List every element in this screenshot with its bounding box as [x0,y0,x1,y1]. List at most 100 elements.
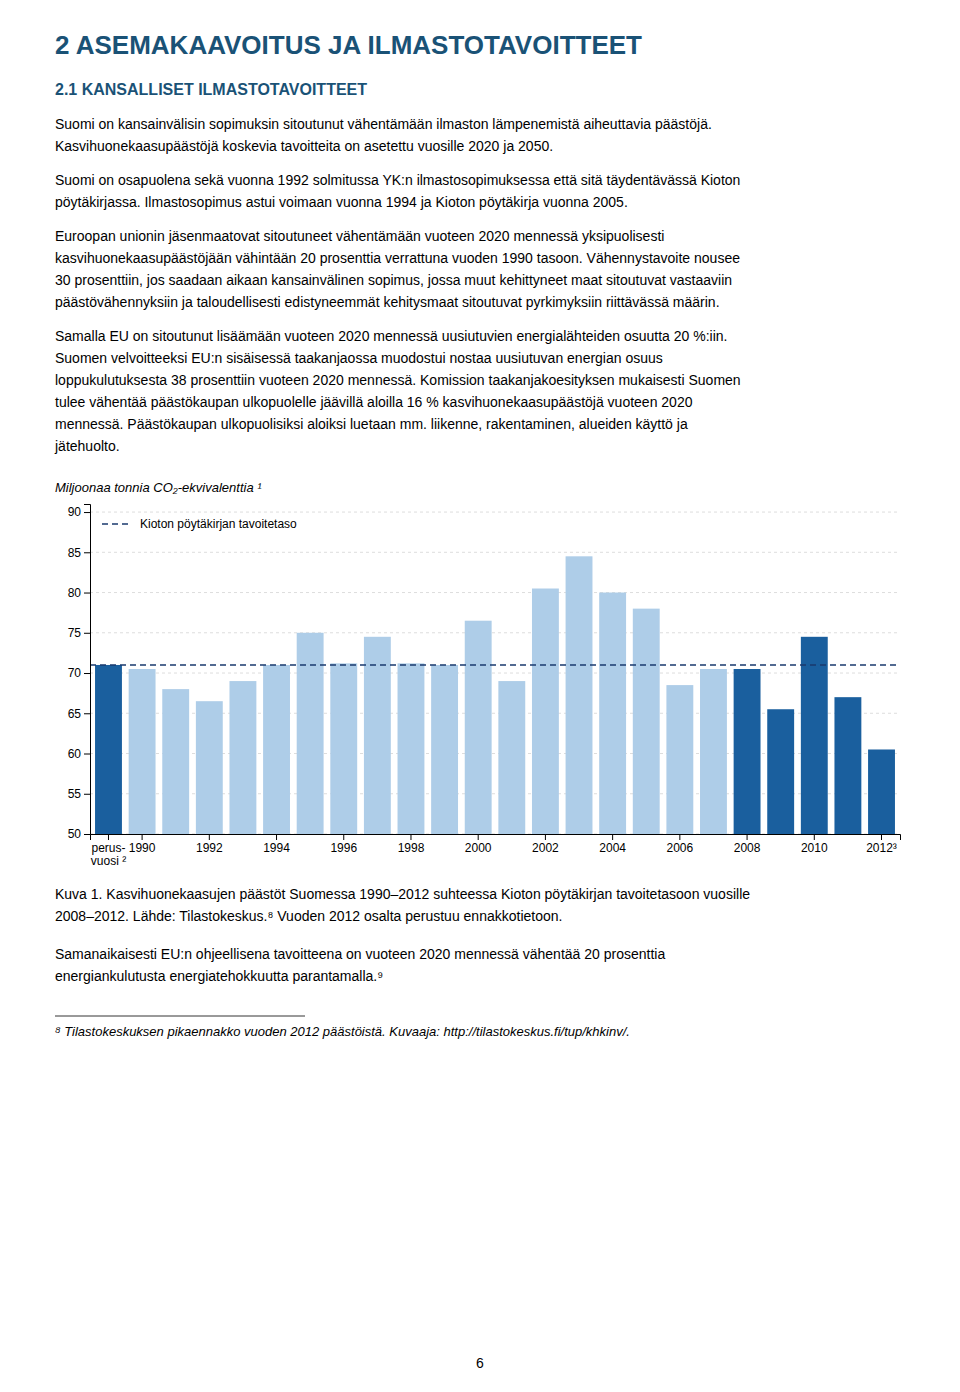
x-tick-mark [545,834,546,840]
paragraph: Euroopan unionin jäsenmaatovat sitoutune… [55,228,740,310]
text-line: 2008 [734,841,761,855]
bar [95,665,122,834]
bar [398,663,425,834]
grid-line [90,552,900,553]
y-tick: 70 [68,666,90,680]
x-tick-label: 2002 [532,841,559,855]
text-line: Kuva 1. Kasvihuonekaasujen päästöt Suome… [55,886,750,902]
text-line: energiankulutusta energiatehokkuutta par… [55,968,383,984]
x-tick-mark [343,834,344,840]
x-tick: 1996 [330,834,357,855]
text-line: 2002 [532,841,559,855]
x-tick: 2012³ [866,834,897,855]
y-tick-label: 50 [68,827,82,841]
paragraph: Samalla EU on sitoutunut lisäämään vuote… [54,328,741,454]
y-tick: 60 [68,747,90,761]
y-tick: 90 [68,505,90,519]
y-tick-mark [84,713,90,714]
x-tick: 1992 [196,834,223,855]
y-tick-mark [84,834,90,835]
text-line: 30 prosenttiin, jos saadaan aikaan kansa… [55,272,732,288]
paragraph: Suomi on kansainvälisin sopimuksin sitou… [55,116,712,154]
bar [700,669,727,834]
y-tick-label: 60 [68,747,82,761]
bar [532,589,559,834]
y-tick-label: 70 [68,666,82,680]
x-tick: 2004 [599,834,626,855]
y-tick-mark [84,512,90,513]
y-tick: 50 [68,827,90,841]
caption: Kuva 1. Kasvihuonekaasujen päästöt Suome… [55,886,750,924]
x-tick-mark [747,834,748,840]
y-tick-mark [84,552,90,553]
text-line: Kasvihuonekaasupäästöjä koskevia tavoitt… [55,138,553,154]
x-tick: 1998 [398,834,425,855]
bar [767,709,794,834]
y-axis-label: Miljoonaa tonnia CO₂-ekvivalenttia ¹ [55,480,262,495]
x-tick: 2000 [465,834,492,855]
x-tick: 1994 [263,834,290,855]
page-number: 6 [476,1355,484,1371]
y-tick: 85 [68,546,90,560]
text-line: 2010 [801,841,828,855]
x-tick-mark [478,834,479,840]
x-tick-label: perus-vuosi ² [91,841,126,869]
bar [801,637,828,834]
bar [263,665,290,834]
text-line: Suomi on osapuolena sekä vuonna 1992 sol… [55,172,740,188]
x-tick-mark [276,834,277,840]
paragraph: Suomi on osapuolena sekä vuonna 1992 sol… [55,172,740,210]
text-line: ⁸ Tilastokeskuksen pikaennakko vuoden 20… [55,1024,630,1039]
text-line: pöytäkirjassa. Ilmastosopimus astui voim… [55,194,628,210]
footnote: ⁸ Tilastokeskuksen pikaennakko vuoden 20… [55,1024,630,1039]
x-tick-mark [881,834,882,840]
x-axis: perus-vuosi ²1990 1992 1994 1996 1998 2000 200… [91,834,901,868]
text-line: 1996 [330,841,357,855]
bar [431,665,458,834]
text-line: kasvihuonekaasupäästöjään vähintään 20 p… [55,250,740,266]
y-tick: 80 [68,586,90,600]
paragraph: Samanaikaisesti EU:n ohjeellisena tavoit… [55,946,665,984]
y-tick-mark [84,593,90,594]
y-axis-line [84,505,91,835]
y-tick-label: 85 [68,546,82,560]
bar [834,697,861,834]
text-line: 2008–2012. Lähde: Tilastokeskus.⁸ Vuoden… [55,908,562,924]
x-tick-mark [679,834,680,840]
x-tick-label: 1990 [129,841,156,855]
y-tick-label: 80 [68,586,82,600]
y-tick: 65 [68,707,90,721]
x-tick-mark [410,834,411,840]
x-tick: 2008 [734,834,761,855]
x-tick-mark [142,834,143,840]
x-tick-label: 2004 [599,841,626,855]
bar [330,663,357,834]
y-tick-label: 90 [68,505,82,519]
grid-line [90,673,900,674]
y-tick-mark [84,754,90,755]
bar [129,669,156,834]
y-tick-mark [84,633,90,634]
text-line: 1998 [398,841,425,855]
x-tick-label: 1998 [398,841,425,855]
text-line: 6 [476,1355,484,1371]
x-tick-mark [209,834,210,840]
text-line: Samalla EU on sitoutunut lisäämään vuote… [55,328,727,344]
x-tick-mark [814,834,815,840]
y-tick: 75 [68,626,90,640]
x-axis-line [91,835,901,841]
bar [566,556,593,834]
x-tick-label: 2012³ [866,841,897,855]
bar [666,685,693,834]
footnote-rule [55,1016,305,1017]
text-line: Euroopan unionin jäsenmaatovat sitoutune… [55,228,664,244]
bar [229,681,256,834]
text-line: Samanaikaisesti EU:n ohjeellisena tavoit… [55,946,665,962]
legend-swatch [102,523,132,525]
chart: 505560657075808590perus-vuosi ²199019921… [68,505,901,869]
bar [297,633,324,834]
text-line: loppukulutuksesta 38 prosenttiin vuoteen… [55,372,741,388]
grid-line [90,512,900,513]
legend-background [96,514,346,534]
x-tick-mark [108,834,109,840]
